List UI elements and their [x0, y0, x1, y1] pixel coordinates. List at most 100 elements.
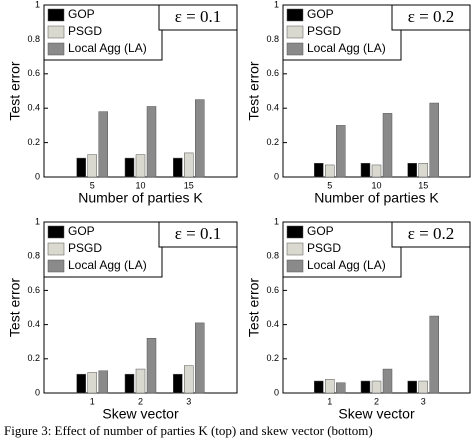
legend-swatch [286, 225, 304, 239]
annotation: ε = 0.1 [175, 7, 221, 26]
y-tick-label: 0 [274, 387, 279, 397]
y-tick-label: 0.8 [27, 251, 40, 261]
y-tick-label: 1 [35, 0, 40, 9]
bar [325, 379, 335, 394]
legend-swatch [286, 25, 304, 39]
caption: Figure 3: Effect of number of parties K … [4, 423, 373, 438]
bar [76, 157, 86, 178]
chart-panel: 0 0.2 0.4 0.6 0.8 1 1 2 3 Skew vector Test error GO… [7, 216, 238, 422]
legend: GOP PSGD Local Agg (LA) [282, 4, 402, 61]
y-tick-label: 1 [274, 0, 279, 9]
legend-swatch [47, 8, 65, 22]
legend-label: GOP [68, 7, 95, 21]
y-tick-label: 0.6 [27, 68, 40, 78]
bar [360, 162, 371, 178]
bar [371, 164, 382, 178]
legend-swatch [286, 242, 304, 256]
legend-label: PSGD [68, 241, 102, 255]
legend-label: GOP [307, 224, 334, 238]
annotation-box [391, 4, 471, 31]
y-tick-label: 0 [35, 387, 40, 397]
x-axis-label: Skew vector [102, 406, 179, 422]
y-tick-label: 0.6 [266, 285, 279, 295]
y-tick-label: 0.4 [266, 103, 279, 113]
bar [195, 322, 205, 394]
bar [429, 315, 439, 394]
legend-swatch [47, 25, 65, 39]
bar [135, 154, 146, 178]
x-tick-label: 1 [327, 396, 332, 406]
x-tick-label: 2 [138, 396, 143, 406]
bar [407, 380, 417, 394]
legend-label: Local Agg (LA) [68, 41, 147, 55]
bar [314, 380, 324, 394]
y-tick-label: 1 [35, 216, 40, 226]
y-tick-label: 0.4 [27, 103, 40, 113]
bar [135, 368, 146, 394]
bar [360, 380, 371, 394]
bar [418, 380, 428, 394]
y-tick-label: 0.6 [266, 68, 279, 78]
annotation-box [391, 221, 471, 248]
bar [146, 338, 157, 394]
bar [87, 372, 97, 394]
annotation-box [158, 221, 238, 248]
legend-swatch [47, 42, 65, 56]
bar [314, 162, 324, 178]
bar [336, 125, 346, 178]
x-axis-label: Number of parties K [314, 190, 439, 206]
legend-label: PSGD [307, 241, 341, 255]
legend-swatch [47, 242, 65, 256]
x-tick-label: 15 [184, 180, 194, 190]
bar [76, 373, 86, 394]
bar [98, 370, 108, 394]
bar [429, 102, 439, 178]
annotation-box [158, 4, 238, 31]
y-axis-label: Test error [246, 61, 262, 120]
legend-label: PSGD [307, 24, 341, 38]
x-tick-label: 2 [374, 396, 379, 406]
y-axis-label: Test error [7, 61, 23, 120]
bar [382, 113, 393, 178]
annotation: ε = 0.1 [175, 224, 221, 243]
y-tick-label: 1 [274, 216, 279, 226]
y-tick-label: 0.4 [27, 319, 40, 329]
y-tick-label: 0.6 [27, 285, 40, 295]
y-tick-label: 0.2 [27, 137, 40, 147]
legend-label: PSGD [68, 24, 102, 38]
legend-label: Local Agg (LA) [68, 258, 147, 272]
legend-swatch [47, 225, 65, 239]
y-axis-label: Test error [246, 278, 262, 337]
legend: GOP PSGD Local Agg (LA) [282, 221, 402, 278]
bar [124, 157, 135, 178]
bar [184, 152, 194, 178]
y-tick-label: 0.2 [266, 353, 279, 363]
bar [87, 154, 97, 178]
legend-swatch [286, 8, 304, 22]
bar [146, 106, 157, 178]
y-tick-label: 0 [274, 171, 279, 181]
legend-label: Local Agg (LA) [307, 258, 386, 272]
bar [184, 365, 194, 394]
bar [382, 368, 393, 394]
legend: GOP PSGD Local Agg (LA) [43, 4, 163, 61]
bar [173, 157, 183, 178]
y-tick-label: 0.2 [266, 137, 279, 147]
x-tick-label: 1 [90, 396, 95, 406]
bar [371, 380, 382, 394]
x-tick-label: 3 [186, 396, 191, 406]
chart-panel: 0 0.2 0.4 0.6 0.8 1 1 2 3 Skew vector Test error GO… [246, 216, 471, 422]
annotation: ε = 0.2 [408, 224, 454, 243]
x-tick-label: 5 [327, 180, 332, 190]
legend-label: GOP [68, 224, 95, 238]
x-tick-label: 10 [371, 180, 381, 190]
x-axis-label: Number of parties K [78, 190, 203, 206]
bar [173, 373, 183, 394]
x-axis-label: Skew vector [338, 406, 415, 422]
bar [325, 164, 335, 178]
bar [98, 111, 108, 178]
y-tick-label: 0 [35, 171, 40, 181]
